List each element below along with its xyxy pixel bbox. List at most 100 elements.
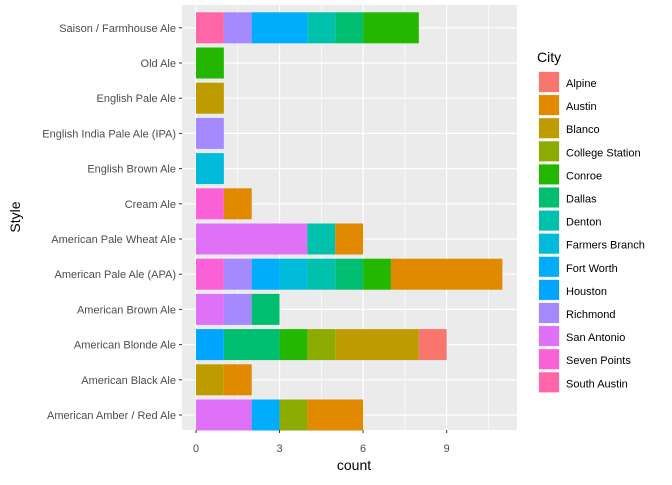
y-axis-title: Style — [7, 201, 23, 232]
bar-american-amber-red-ale-san-antonio — [196, 399, 252, 431]
bars — [196, 12, 503, 431]
legend-label: Houston — [566, 286, 607, 298]
legend-key — [539, 326, 559, 347]
bar-american-brown-ale-dallas — [251, 293, 280, 325]
legend-key — [539, 72, 559, 92]
y-tick-label: American Black Ale — [81, 375, 176, 387]
legend-label: San Antonio — [566, 332, 625, 344]
bar-saison-farmhouse-ale-dallas — [335, 12, 364, 44]
y-axis: American Amber / Red Ale American Black A… — [42, 23, 182, 422]
bar-american-pale-wheat-ale-denton — [307, 223, 336, 255]
y-tick-label: English Pale Ale — [97, 93, 177, 105]
bar-american-brown-ale-richmond — [223, 293, 252, 325]
bar-american-blonde-ale-conroe — [279, 329, 308, 361]
legend-key — [539, 141, 559, 162]
bar-american-pale-ale-apa-fort-worth — [251, 258, 280, 290]
legend-key — [539, 372, 559, 393]
bar-american-pale-ale-apa-denton — [307, 258, 336, 290]
legend-item-richmond: Richmond — [538, 302, 616, 324]
x-tick-label: 3 — [276, 443, 282, 455]
legend-item-conroe: Conroe — [538, 163, 602, 186]
bar-american-black-ale-austin — [223, 364, 252, 396]
bar-english-pale-ale-blanco — [196, 82, 224, 114]
legend-label: Conroe — [566, 170, 602, 182]
bar-american-amber-red-ale-austin — [307, 399, 364, 431]
y-tick-label: English Brown Ale — [87, 164, 176, 176]
bar-american-pale-ale-apa-dallas — [335, 258, 364, 290]
bar-american-pale-ale-apa-conroe — [363, 258, 391, 290]
legend-item-farmers-branch: Farmers Branch — [538, 232, 645, 255]
bar-english-brown-ale-farmers-branch — [196, 153, 224, 185]
y-tick-label: American Pale Wheat Ale — [51, 234, 176, 246]
legend-label: Fort Worth — [566, 263, 618, 275]
y-tick-label: American Brown Ale — [77, 304, 176, 316]
legend-key — [539, 210, 559, 231]
y-tick-label: Saison / Farmhouse Ale — [59, 23, 176, 35]
legend: City Alpine Austin Blanco College Station Co… — [537, 49, 645, 394]
legend-label: Blanco — [566, 124, 600, 136]
bar-american-blonde-ale-dallas — [223, 329, 280, 361]
legend-key — [539, 95, 559, 116]
bar-american-pale-wheat-ale-san-antonio — [196, 223, 308, 255]
legend-item-dallas: Dallas — [538, 186, 597, 209]
bar-saison-farmhouse-ale-denton — [307, 12, 336, 44]
x-tick-label: 6 — [360, 443, 366, 455]
x-axis-title: count — [337, 457, 371, 473]
legend-item-houston: Houston — [538, 278, 607, 301]
bar-american-amber-red-ale-college-station — [279, 399, 308, 431]
legend-key — [539, 164, 559, 185]
bar-american-blonde-ale-college-station — [307, 329, 336, 361]
bar-american-blonde-ale-blanco — [335, 329, 419, 361]
y-tick-label: American Pale Ale (APA) — [55, 269, 176, 281]
legend-key — [539, 256, 559, 277]
y-tick-label: Old Ale — [141, 58, 176, 70]
legend-label: Austin — [566, 101, 597, 113]
bar-saison-farmhouse-ale-fort-worth — [251, 12, 308, 44]
y-tick-label: English India Pale Ale (IPA) — [42, 128, 176, 140]
legend-item-college-station: College Station — [538, 140, 641, 163]
x-tick-label: 9 — [444, 443, 450, 455]
legend-item-alpine: Alpine — [538, 71, 597, 93]
y-tick-label: American Amber / Red Ale — [47, 410, 176, 422]
legend-label: Seven Points — [566, 355, 631, 367]
bar-saison-farmhouse-ale-south-austin — [196, 12, 224, 44]
bar-american-blonde-ale-houston — [196, 329, 224, 361]
legend-item-san-antonio: San Antonio — [538, 325, 625, 348]
legend-key — [539, 349, 559, 370]
legend-item-seven-points: Seven Points — [538, 348, 631, 371]
bar-saison-farmhouse-ale-richmond — [223, 12, 252, 44]
legend-item-blanco: Blanco — [538, 117, 600, 140]
y-tick-label: American Blonde Ale — [74, 340, 176, 352]
legend-label: Dallas — [566, 194, 597, 206]
x-axis: 0 3 6 9 — [193, 430, 450, 455]
legend-title: City — [537, 49, 561, 65]
legend-item-fort-worth: Fort Worth — [538, 255, 618, 278]
legend-label: College Station — [566, 147, 641, 159]
legend-label: Richmond — [566, 309, 616, 321]
legend-item-denton: Denton — [538, 209, 601, 232]
bar-cream-ale-austin — [223, 188, 252, 220]
legend-label: Denton — [566, 217, 601, 229]
bar-american-black-ale-blanco — [196, 364, 224, 396]
bar-saison-farmhouse-ale-conroe — [363, 12, 419, 44]
legend-key — [539, 279, 559, 300]
legend-key — [539, 187, 559, 208]
legend-key — [539, 303, 559, 323]
legend-label: Farmers Branch — [566, 240, 645, 252]
x-tick-label: 0 — [193, 443, 199, 455]
bar-american-pale-ale-apa-seven-points — [196, 258, 224, 290]
legend-label: South Austin — [566, 378, 628, 390]
bar-english-india-pale-ale-ipa-richmond — [196, 117, 224, 149]
bar-american-amber-red-ale-fort-worth — [251, 399, 280, 431]
legend-item-austin: Austin — [538, 94, 597, 117]
bar-american-pale-ale-apa-richmond — [223, 258, 252, 290]
bar-american-pale-ale-apa-austin — [390, 258, 503, 290]
legend-item-south-austin: South Austin — [538, 371, 628, 394]
legend-key — [539, 233, 559, 254]
bar-cream-ale-seven-points — [196, 188, 224, 220]
bar-american-pale-wheat-ale-austin — [335, 223, 364, 255]
bar-old-ale-conroe — [196, 47, 224, 79]
bar-american-blonde-ale-alpine — [418, 329, 447, 361]
